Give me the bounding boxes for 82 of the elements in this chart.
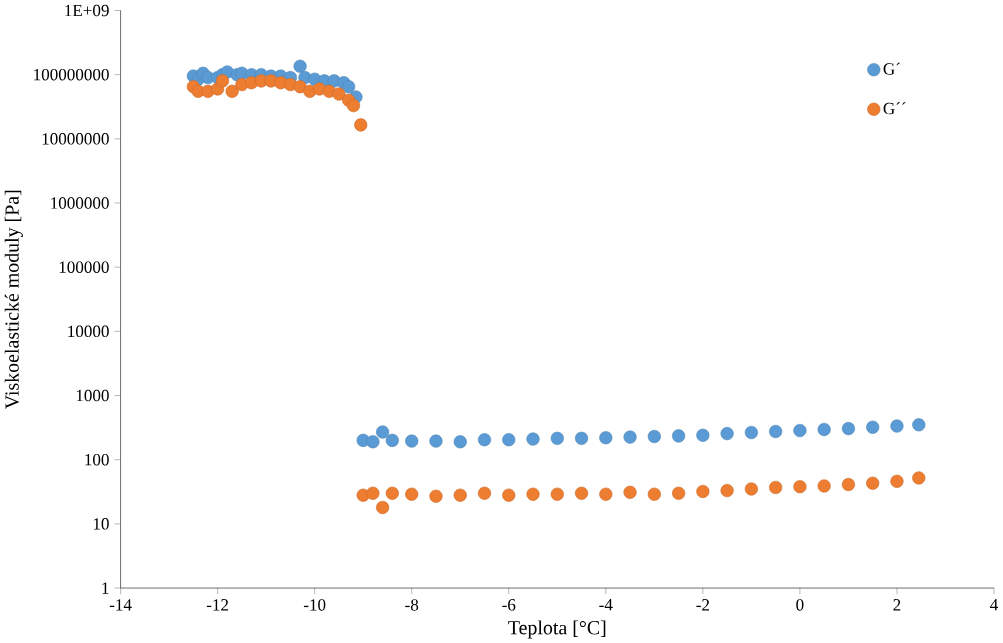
y-tick-label: 1000 bbox=[76, 389, 109, 402]
point bbox=[385, 486, 399, 500]
y-tick-label: 1000000 bbox=[51, 197, 109, 209]
legend-label: G´´ bbox=[883, 102, 906, 115]
y-tick-label: 1E+09 bbox=[65, 4, 109, 17]
point bbox=[429, 489, 443, 503]
point bbox=[293, 80, 307, 94]
point bbox=[575, 486, 589, 500]
point bbox=[405, 487, 419, 501]
x-tick-label: 2 bbox=[893, 599, 901, 611]
point bbox=[354, 118, 368, 132]
point bbox=[225, 84, 239, 98]
point bbox=[366, 486, 380, 500]
point bbox=[366, 435, 380, 449]
x-tick-label: -12 bbox=[206, 599, 229, 611]
point bbox=[793, 480, 807, 494]
point bbox=[696, 484, 710, 498]
point bbox=[376, 500, 390, 514]
point bbox=[526, 487, 540, 501]
x-tick-label: 4 bbox=[990, 599, 999, 611]
x-tick-label: -2 bbox=[696, 599, 710, 611]
point bbox=[912, 471, 926, 485]
y-axis-title: Viskoelastické moduly [Pa] bbox=[4, 190, 23, 409]
point bbox=[866, 420, 880, 434]
point bbox=[744, 482, 758, 496]
point bbox=[696, 428, 710, 442]
x-tick-label: -14 bbox=[109, 599, 132, 611]
point bbox=[623, 430, 637, 444]
legend-label: G´ bbox=[883, 62, 900, 75]
point bbox=[672, 429, 686, 443]
point bbox=[215, 74, 230, 88]
point bbox=[744, 425, 758, 439]
point bbox=[526, 432, 540, 446]
point bbox=[672, 486, 686, 500]
y-tick-label: 10000000 bbox=[42, 132, 109, 145]
point bbox=[769, 424, 783, 438]
point bbox=[502, 433, 516, 447]
point bbox=[550, 487, 564, 501]
y-tick-label: 100 bbox=[85, 453, 109, 466]
point bbox=[841, 477, 855, 491]
point bbox=[890, 419, 904, 433]
point bbox=[429, 434, 443, 448]
point bbox=[647, 487, 661, 501]
x-tick-label: -4 bbox=[599, 599, 613, 611]
point bbox=[342, 80, 356, 94]
point bbox=[293, 59, 307, 73]
point bbox=[890, 474, 904, 488]
x-tick-label: -10 bbox=[303, 599, 326, 611]
point bbox=[477, 486, 492, 500]
point bbox=[453, 435, 467, 449]
point bbox=[453, 488, 467, 502]
x-axis-title: Teplota [°C] bbox=[508, 620, 606, 639]
point bbox=[623, 485, 637, 499]
point bbox=[599, 487, 613, 501]
point bbox=[575, 431, 589, 445]
point bbox=[376, 425, 390, 439]
point bbox=[502, 488, 516, 502]
y-tick-label: 100000000 bbox=[34, 68, 109, 81]
point bbox=[332, 87, 346, 101]
point bbox=[346, 98, 361, 112]
point bbox=[550, 431, 564, 445]
y-tick-label: 10 bbox=[93, 517, 109, 530]
point bbox=[769, 480, 783, 494]
point bbox=[720, 483, 734, 498]
x-tick-label: -6 bbox=[502, 599, 516, 611]
point bbox=[599, 431, 613, 445]
point bbox=[866, 476, 880, 490]
y-tick-label: 100000 bbox=[59, 261, 109, 273]
point bbox=[912, 418, 926, 432]
y-tick-label: 1 bbox=[102, 582, 109, 594]
point bbox=[477, 433, 492, 447]
point bbox=[793, 423, 807, 437]
point bbox=[817, 422, 831, 436]
x-tick-label: -8 bbox=[405, 599, 419, 611]
point bbox=[817, 479, 831, 493]
point bbox=[385, 433, 399, 447]
point bbox=[841, 421, 855, 436]
point bbox=[405, 434, 419, 448]
y-tick-label: 10000 bbox=[68, 325, 109, 337]
point bbox=[720, 426, 734, 441]
point bbox=[647, 429, 661, 443]
x-tick-label: 0 bbox=[796, 599, 804, 611]
